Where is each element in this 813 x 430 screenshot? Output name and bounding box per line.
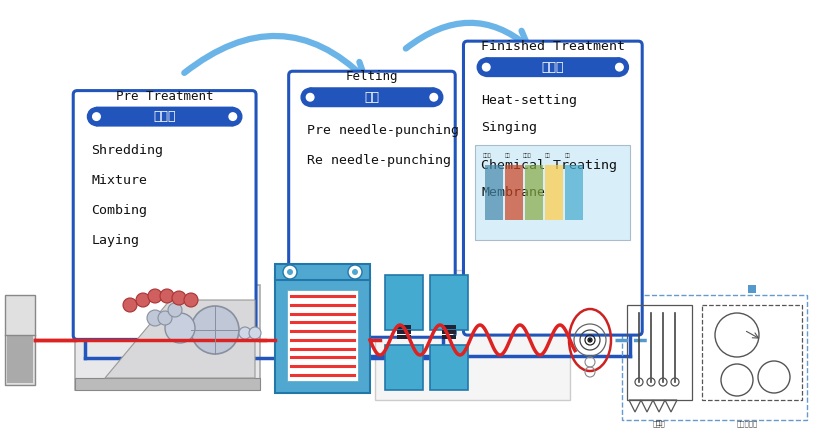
Text: 预处理: 预处理 [154, 110, 176, 123]
FancyBboxPatch shape [385, 275, 423, 330]
FancyBboxPatch shape [546, 165, 563, 220]
Text: Singing: Singing [481, 121, 537, 134]
Circle shape [239, 327, 251, 339]
FancyBboxPatch shape [385, 345, 423, 390]
Text: Chemical Treating: Chemical Treating [481, 159, 618, 172]
Text: 布袋室: 布袋室 [483, 153, 492, 158]
Circle shape [301, 88, 320, 106]
FancyBboxPatch shape [275, 278, 370, 393]
Circle shape [168, 303, 182, 317]
Text: Pre needle-punching: Pre needle-punching [307, 124, 459, 137]
FancyBboxPatch shape [442, 335, 456, 339]
Circle shape [224, 108, 241, 126]
FancyBboxPatch shape [75, 285, 260, 390]
Circle shape [300, 87, 320, 107]
FancyBboxPatch shape [5, 295, 35, 385]
Text: 成沈: 成沈 [364, 91, 380, 104]
FancyBboxPatch shape [476, 145, 630, 240]
Text: Re needle-punching: Re needle-punching [307, 154, 450, 167]
FancyBboxPatch shape [397, 325, 411, 329]
FancyBboxPatch shape [485, 165, 503, 220]
Text: 脉冲阀: 脉冲阀 [523, 153, 532, 158]
Text: 花板: 花板 [564, 153, 571, 158]
Circle shape [191, 306, 239, 354]
Text: 压风一体机: 压风一体机 [737, 420, 758, 427]
Text: Mixture: Mixture [91, 174, 147, 187]
Polygon shape [105, 300, 255, 378]
FancyBboxPatch shape [430, 275, 468, 330]
Circle shape [165, 313, 195, 343]
Text: Shredding: Shredding [91, 144, 163, 157]
Circle shape [348, 265, 362, 279]
Text: Combing: Combing [91, 203, 147, 217]
FancyBboxPatch shape [275, 264, 370, 280]
FancyBboxPatch shape [75, 378, 260, 390]
Circle shape [307, 93, 314, 101]
Circle shape [147, 310, 163, 326]
Circle shape [477, 58, 495, 76]
Circle shape [249, 327, 261, 339]
Circle shape [158, 311, 172, 325]
Circle shape [223, 107, 243, 126]
Text: Pre Treatment: Pre Treatment [116, 89, 213, 103]
Circle shape [148, 289, 162, 303]
Text: Finished Treatment: Finished Treatment [480, 40, 625, 53]
Circle shape [482, 63, 490, 71]
Text: 气室: 气室 [505, 153, 511, 158]
Circle shape [430, 93, 437, 101]
FancyBboxPatch shape [748, 285, 756, 293]
FancyBboxPatch shape [566, 165, 584, 220]
Circle shape [424, 88, 443, 106]
Circle shape [611, 58, 628, 76]
FancyBboxPatch shape [397, 330, 411, 334]
Text: Heat-setting: Heat-setting [481, 94, 577, 107]
FancyBboxPatch shape [289, 71, 455, 337]
Text: 后处理: 后处理 [541, 61, 564, 74]
Text: 袋室区: 袋室区 [653, 420, 666, 427]
Circle shape [160, 289, 174, 303]
FancyBboxPatch shape [95, 107, 234, 126]
Circle shape [424, 87, 444, 107]
Text: 滤袋: 滤袋 [545, 153, 550, 158]
Circle shape [283, 265, 297, 279]
Circle shape [184, 293, 198, 307]
Circle shape [123, 298, 137, 312]
Circle shape [172, 291, 186, 305]
Circle shape [589, 338, 592, 341]
Text: Membrane: Membrane [481, 186, 546, 199]
FancyBboxPatch shape [506, 165, 524, 220]
FancyBboxPatch shape [525, 165, 543, 220]
FancyBboxPatch shape [7, 335, 33, 383]
FancyBboxPatch shape [309, 87, 435, 107]
FancyBboxPatch shape [463, 41, 642, 335]
Circle shape [136, 293, 150, 307]
FancyBboxPatch shape [397, 335, 411, 339]
FancyBboxPatch shape [375, 270, 570, 400]
Circle shape [88, 108, 106, 126]
Circle shape [93, 113, 100, 120]
Text: Laying: Laying [91, 233, 139, 246]
FancyBboxPatch shape [430, 345, 468, 390]
Text: Felting: Felting [346, 70, 398, 83]
FancyBboxPatch shape [287, 290, 358, 381]
Circle shape [86, 107, 107, 126]
Text: 袋室: 袋室 [656, 421, 663, 426]
Circle shape [287, 269, 293, 275]
Circle shape [476, 57, 496, 77]
Circle shape [229, 113, 237, 120]
FancyBboxPatch shape [442, 325, 456, 329]
Circle shape [610, 57, 629, 77]
FancyBboxPatch shape [442, 330, 456, 334]
Circle shape [352, 269, 358, 275]
FancyBboxPatch shape [485, 57, 620, 77]
Circle shape [615, 63, 624, 71]
FancyBboxPatch shape [73, 91, 256, 339]
